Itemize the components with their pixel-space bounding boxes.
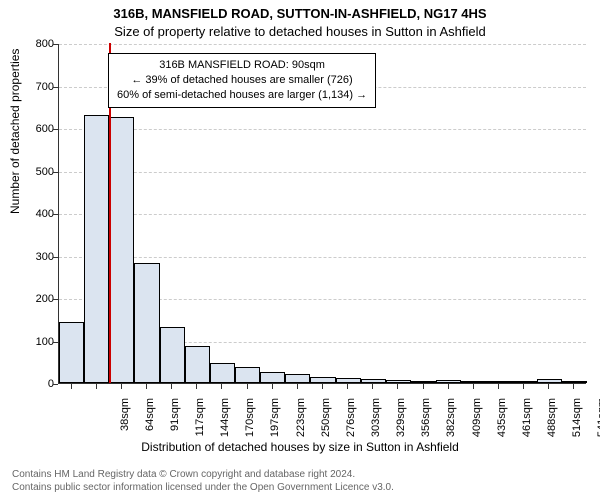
y-tick-label: 500 — [0, 166, 54, 178]
y-tick-label: 400 — [0, 208, 54, 220]
caption-text: Contains HM Land Registry data © Crown c… — [12, 469, 588, 494]
x-tick-mark — [297, 384, 298, 389]
histogram-bar — [210, 363, 235, 383]
caption-line2: Contains public sector information licen… — [12, 482, 588, 495]
histogram-bar — [310, 377, 335, 383]
x-tick-mark — [121, 384, 122, 389]
x-tick-mark — [71, 384, 72, 389]
y-tick-label: 700 — [0, 81, 54, 93]
histogram-bar — [411, 381, 436, 383]
histogram-bar — [386, 380, 411, 383]
x-tick-mark — [196, 384, 197, 389]
grid-line — [59, 172, 586, 173]
grid-line — [59, 129, 586, 130]
histogram-bar — [134, 263, 159, 383]
x-tick-mark — [423, 384, 424, 389]
histogram-bar — [59, 322, 84, 383]
x-tick-mark — [448, 384, 449, 389]
y-tick-label: 100 — [0, 336, 54, 348]
x-tick-mark — [473, 384, 474, 389]
histogram-bar — [436, 380, 461, 383]
y-tick-label: 0 — [0, 378, 54, 390]
histogram-bar — [285, 374, 310, 383]
x-tick-mark — [573, 384, 574, 389]
x-tick-mark — [171, 384, 172, 389]
histogram-bar — [109, 117, 134, 383]
histogram-bar — [336, 378, 361, 383]
chart-title-address: 316B, MANSFIELD ROAD, SUTTON-IN-ASHFIELD… — [0, 6, 600, 21]
annotation-line2: ← 39% of detached houses are smaller (72… — [117, 73, 367, 88]
y-tick-label: 600 — [0, 123, 54, 135]
x-axis-label: Distribution of detached houses by size … — [0, 440, 600, 454]
y-tick-label: 200 — [0, 293, 54, 305]
x-tick-mark — [372, 384, 373, 389]
grid-line — [59, 257, 586, 258]
histogram-bar — [486, 381, 511, 383]
y-tick-label: 300 — [0, 251, 54, 263]
x-tick-mark — [498, 384, 499, 389]
grid-line — [59, 214, 586, 215]
y-tick-mark — [53, 384, 58, 385]
x-tick-mark — [247, 384, 248, 389]
histogram-bar — [461, 381, 486, 383]
x-tick-mark — [146, 384, 147, 389]
x-tick-mark — [523, 384, 524, 389]
histogram-bar — [562, 381, 587, 383]
chart-subtitle: Size of property relative to detached ho… — [0, 24, 600, 39]
x-tick-mark — [221, 384, 222, 389]
x-tick-mark — [322, 384, 323, 389]
annotation-line3: 60% of semi-detached houses are larger (… — [117, 88, 367, 103]
grid-line — [59, 44, 586, 45]
histogram-bar — [235, 367, 260, 383]
histogram-bar — [84, 115, 109, 383]
x-tick-mark — [397, 384, 398, 389]
x-tick-mark — [347, 384, 348, 389]
histogram-bar — [537, 379, 562, 383]
histogram-bar — [260, 372, 285, 383]
histogram-bar — [160, 327, 185, 383]
x-tick-mark — [548, 384, 549, 389]
x-tick-mark — [96, 384, 97, 389]
histogram-bar — [512, 381, 537, 383]
histogram-bar — [185, 346, 210, 383]
annotation-box: 316B MANSFIELD ROAD: 90sqm ← 39% of deta… — [108, 53, 376, 108]
caption-line1: Contains HM Land Registry data © Crown c… — [12, 469, 588, 482]
histogram-bar — [361, 379, 386, 383]
x-tick-mark — [272, 384, 273, 389]
annotation-line1: 316B MANSFIELD ROAD: 90sqm — [117, 58, 367, 73]
y-tick-label: 800 — [0, 38, 54, 50]
